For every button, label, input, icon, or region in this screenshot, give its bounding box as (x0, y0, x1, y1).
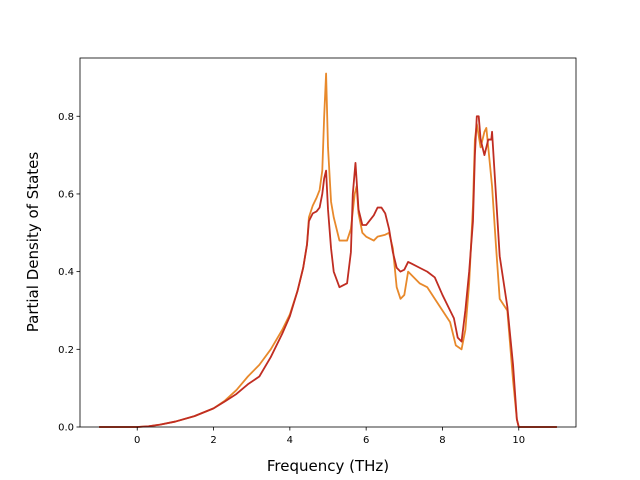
x-tick-label: 2 (210, 435, 216, 446)
y-tick-label: 0.6 (58, 189, 74, 200)
x-tick-label: 8 (439, 435, 445, 446)
x-tick-label: 4 (287, 435, 293, 446)
y-tick-label: 0.2 (58, 345, 74, 356)
x-axis: 0 2 4 6 8 10 (134, 427, 525, 446)
x-tick-label: 10 (512, 435, 525, 446)
y-tick-label: 0.4 (58, 267, 74, 278)
y-axis: 0.0 0.2 0.4 0.6 0.8 (58, 112, 80, 434)
series-layer (99, 72, 557, 428)
x-axis-label: Frequency (THz) (267, 457, 389, 475)
x-tick-label: 6 (363, 435, 369, 446)
x-tick-label: 0 (134, 435, 140, 446)
series-line-2 (99, 115, 557, 428)
y-axis-label: Partial Density of States (24, 152, 42, 333)
y-tick-label: 0.0 (58, 423, 74, 434)
y-tick-label: 0.8 (58, 112, 74, 123)
plot-frame (79, 57, 577, 428)
